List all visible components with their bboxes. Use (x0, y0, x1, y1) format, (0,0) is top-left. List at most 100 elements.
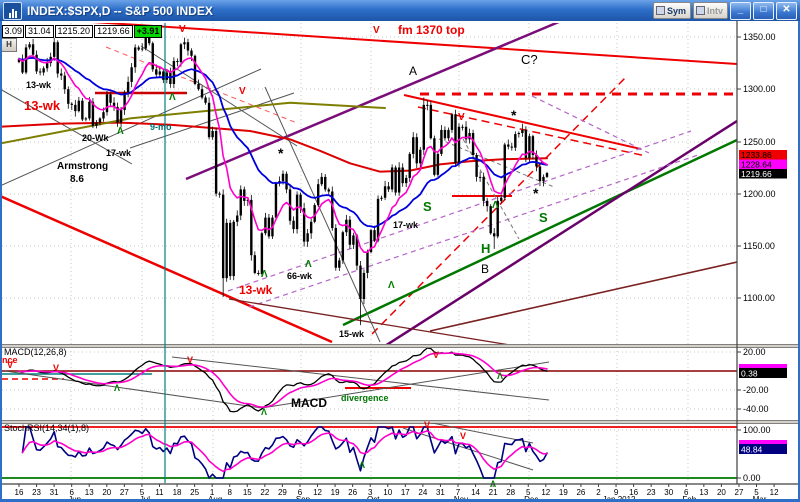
svg-text:Λ: Λ (388, 280, 395, 291)
svg-text:22: 22 (260, 488, 269, 497)
svg-text:20.00: 20.00 (743, 347, 766, 357)
svg-text:S: S (423, 199, 432, 214)
svg-text:29: 29 (278, 488, 287, 497)
quote-last: 1219.66 (94, 25, 133, 38)
svg-text:Mar: Mar (753, 495, 767, 502)
svg-text:23: 23 (32, 488, 41, 497)
svg-text:27: 27 (735, 488, 744, 497)
svg-text:3: 3 (368, 488, 373, 497)
svg-text:*: * (278, 145, 284, 161)
svg-text:Λ: Λ (359, 460, 365, 470)
price-axis: 1350.00 1300.00 1250.00 1200.00 1150.00 1100.… (737, 32, 787, 483)
panel-separator[interactable] (2, 344, 798, 348)
svg-text:1219.66: 1219.66 (741, 169, 772, 179)
title-bar[interactable]: INDEX:$SPX,D -- S&P 500 INDEX Sym Intv _… (0, 0, 800, 21)
annotations-macd: MACD(12,26,8)nce MACD divergence (2, 347, 389, 410)
svg-text:Oct: Oct (367, 495, 380, 502)
svg-text:V: V (460, 431, 466, 441)
window-border-left (0, 21, 2, 502)
maximize-button[interactable]: □ (753, 1, 774, 20)
svg-text:25: 25 (190, 488, 199, 497)
svg-text:Nov: Nov (454, 495, 468, 502)
svg-text:31: 31 (50, 488, 59, 497)
quote-open: 3.09 (2, 25, 24, 38)
svg-text:14: 14 (471, 488, 480, 497)
svg-text:26: 26 (348, 488, 357, 497)
intv-button[interactable]: Intv (692, 2, 728, 19)
svg-text:V: V (179, 24, 186, 35)
svg-text:9: 9 (614, 488, 619, 497)
svg-text:*: * (533, 185, 539, 201)
svg-text:10: 10 (383, 488, 392, 497)
svg-text:18: 18 (173, 488, 182, 497)
svg-text:9-mo: 9-mo (150, 122, 172, 132)
trendlines-main (2, 23, 737, 344)
svg-text:-20.00: -20.00 (743, 385, 769, 395)
stochrsi-d-line (21, 430, 548, 473)
svg-text:Jul: Jul (140, 495, 150, 502)
svg-text:Jun: Jun (68, 495, 81, 502)
svg-text:1350.00: 1350.00 (743, 32, 776, 42)
svg-text:23: 23 (647, 488, 656, 497)
svg-text:20: 20 (102, 488, 111, 497)
svg-text:11: 11 (155, 488, 164, 497)
svg-text:28: 28 (506, 488, 515, 497)
svg-text:27: 27 (120, 488, 129, 497)
svg-text:1100.00: 1100.00 (743, 293, 775, 303)
svg-text:1300.00: 1300.00 (743, 84, 776, 94)
svg-text:H: H (481, 241, 490, 256)
panel-separator[interactable] (2, 420, 798, 424)
svg-text:B: B (481, 262, 489, 276)
toolbar-handle-icon[interactable]: H (1, 38, 17, 52)
svg-text:12: 12 (313, 488, 322, 497)
svg-text:Sep: Sep (296, 495, 311, 502)
svg-text:1233.86: 1233.86 (741, 150, 772, 160)
svg-text:17-wk: 17-wk (106, 148, 132, 158)
minimize-button[interactable]: _ (730, 1, 751, 20)
svg-text:5: 5 (754, 488, 759, 497)
svg-text:StochRSI(14,34(1),8): StochRSI(14,34(1),8) (4, 423, 89, 433)
svg-text:31: 31 (436, 488, 445, 497)
trendlines-macd (2, 356, 737, 409)
app-chart-icon (3, 1, 22, 20)
close-button[interactable]: ✕ (776, 1, 797, 20)
quote-low: 1215.20 (54, 25, 94, 38)
svg-text:100.00: 100.00 (743, 425, 771, 435)
quote-high: 31.04 (25, 25, 54, 38)
svg-text:20-Wk: 20-Wk (82, 133, 110, 143)
svg-text:Λ: Λ (117, 126, 124, 137)
candles-layer (17, 30, 549, 326)
svg-text:2: 2 (596, 488, 601, 497)
trendlines-stoch (2, 423, 737, 479)
annotations-stoch: StochRSI(14,34(1),8) (4, 423, 89, 433)
top-marks-macd: V V V V (7, 350, 439, 373)
svg-text:C?: C? (521, 52, 538, 67)
svg-text:V: V (239, 86, 246, 97)
window-border-bottom (0, 499, 800, 502)
svg-text:24: 24 (418, 488, 427, 497)
ma-blue (18, 56, 548, 229)
svg-text:fm 1370 top: fm 1370 top (398, 23, 465, 37)
svg-text:48.84: 48.84 (741, 445, 763, 455)
svg-text:divergence: divergence (341, 393, 389, 403)
sym-button[interactable]: Sym (652, 2, 691, 19)
svg-text:6: 6 (298, 488, 303, 497)
svg-text:0.38: 0.38 (741, 369, 758, 379)
svg-text:A: A (409, 64, 417, 78)
svg-text:8.6: 8.6 (70, 174, 84, 185)
svg-text:13: 13 (699, 488, 708, 497)
svg-text:S: S (539, 210, 548, 225)
sym-button-label: Sym (666, 5, 686, 16)
intv-button-label: Intv (706, 5, 723, 16)
svg-text:Λ: Λ (169, 92, 176, 103)
ma-magenta (18, 55, 548, 253)
svg-text:12: 12 (770, 488, 779, 497)
svg-text:Armstrong: Armstrong (57, 161, 108, 172)
svg-text:21: 21 (489, 488, 498, 497)
svg-text:Dec: Dec (524, 495, 538, 502)
svg-text:8: 8 (227, 488, 232, 497)
svg-text:Λ: Λ (114, 383, 120, 393)
window-title: INDEX:$SPX,D -- S&P 500 INDEX (27, 3, 213, 18)
